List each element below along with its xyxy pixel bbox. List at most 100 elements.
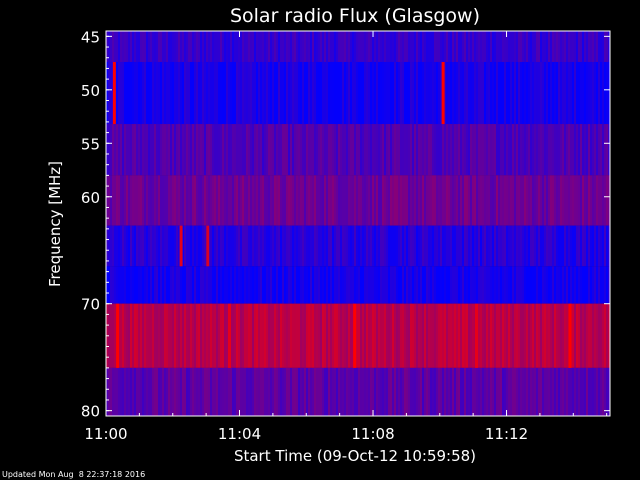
band-streak bbox=[470, 367, 472, 416]
band-streak bbox=[126, 225, 128, 267]
band-streak bbox=[544, 62, 546, 125]
y-tick-label: 45 bbox=[81, 28, 100, 46]
band-streak bbox=[134, 62, 136, 125]
band-streak bbox=[274, 225, 276, 267]
band-streak bbox=[524, 266, 526, 304]
band-streak bbox=[384, 175, 386, 226]
band-streak bbox=[386, 367, 388, 416]
band-streak bbox=[318, 225, 320, 267]
band-streak bbox=[368, 124, 370, 176]
band-streak bbox=[172, 175, 174, 226]
band-streak bbox=[416, 266, 418, 304]
band-streak bbox=[470, 303, 472, 368]
band-streak bbox=[302, 367, 304, 416]
band-streak bbox=[230, 31, 232, 63]
band-streak bbox=[392, 62, 394, 125]
band-streak bbox=[498, 367, 500, 416]
band-streak bbox=[270, 367, 272, 416]
band-streak bbox=[200, 124, 202, 176]
band-streak bbox=[200, 303, 202, 368]
band-streak bbox=[130, 266, 132, 304]
band-streak bbox=[222, 303, 224, 368]
band-streak bbox=[318, 303, 320, 368]
band-streak bbox=[292, 266, 294, 304]
band-streak bbox=[544, 367, 546, 416]
band-streak bbox=[548, 124, 550, 176]
band-streak bbox=[380, 175, 382, 226]
band-streak bbox=[400, 124, 402, 176]
band-streak bbox=[498, 303, 500, 368]
band-streak bbox=[324, 367, 326, 416]
band-streak bbox=[598, 367, 600, 416]
band-streak bbox=[204, 303, 206, 368]
band-streak bbox=[206, 266, 208, 304]
band-streak bbox=[218, 367, 220, 416]
band-streak bbox=[596, 303, 598, 368]
band-streak bbox=[200, 62, 202, 125]
band-streak bbox=[122, 367, 124, 416]
band-streak bbox=[594, 367, 596, 416]
band-streak bbox=[386, 31, 388, 63]
band-streak bbox=[334, 225, 336, 267]
band-streak bbox=[268, 62, 270, 125]
band-streak bbox=[398, 62, 400, 125]
band-streak bbox=[174, 225, 176, 267]
band-streak bbox=[260, 175, 262, 226]
band-streak bbox=[408, 367, 410, 416]
band-streak bbox=[390, 225, 392, 267]
band-streak bbox=[262, 303, 264, 368]
band-streak bbox=[386, 62, 388, 125]
band-streak bbox=[366, 266, 368, 304]
band-streak bbox=[440, 175, 442, 226]
band-streak bbox=[120, 175, 122, 226]
band-streak bbox=[138, 225, 140, 267]
band-streak bbox=[376, 124, 378, 176]
band-streak bbox=[112, 303, 114, 368]
band-streak bbox=[576, 367, 578, 416]
band-streak bbox=[194, 175, 196, 226]
band-streak bbox=[468, 303, 470, 368]
band-streak bbox=[454, 124, 456, 176]
band-streak bbox=[254, 62, 256, 125]
band-streak bbox=[114, 31, 116, 63]
band-streak bbox=[384, 62, 386, 125]
band-streak bbox=[424, 367, 426, 416]
band-streak bbox=[372, 367, 374, 416]
band-streak bbox=[434, 266, 436, 304]
band-streak bbox=[476, 62, 478, 125]
band-streak bbox=[320, 225, 322, 267]
band-streak bbox=[178, 266, 180, 304]
band-streak bbox=[326, 266, 328, 304]
band-streak bbox=[420, 31, 422, 63]
band-streak bbox=[330, 31, 332, 63]
band-streak bbox=[298, 266, 300, 304]
band-streak bbox=[262, 367, 264, 416]
band-streak bbox=[336, 62, 338, 125]
band-streak bbox=[538, 367, 540, 416]
band-streak bbox=[488, 62, 490, 125]
band-streak bbox=[578, 31, 580, 63]
band-streak bbox=[528, 62, 530, 125]
band-streak bbox=[260, 124, 262, 176]
band-streak bbox=[260, 225, 262, 267]
band-streak bbox=[308, 225, 310, 267]
band-streak bbox=[304, 31, 306, 63]
band-streak bbox=[516, 175, 518, 226]
band-streak bbox=[598, 303, 600, 368]
band-streak bbox=[142, 266, 144, 304]
band-streak bbox=[410, 367, 412, 416]
band-streak bbox=[356, 266, 358, 304]
band-streak bbox=[508, 175, 510, 226]
band-streak bbox=[510, 124, 512, 176]
band-streak bbox=[530, 367, 532, 416]
band-streak bbox=[486, 367, 488, 416]
band-streak bbox=[500, 62, 502, 125]
band-streak bbox=[472, 266, 474, 304]
band-streak bbox=[186, 62, 188, 125]
band-streak bbox=[426, 303, 428, 368]
band-streak bbox=[556, 62, 558, 125]
band-streak bbox=[444, 31, 446, 63]
band-streak bbox=[306, 367, 308, 416]
band-streak bbox=[408, 266, 410, 304]
band-streak bbox=[290, 367, 292, 416]
